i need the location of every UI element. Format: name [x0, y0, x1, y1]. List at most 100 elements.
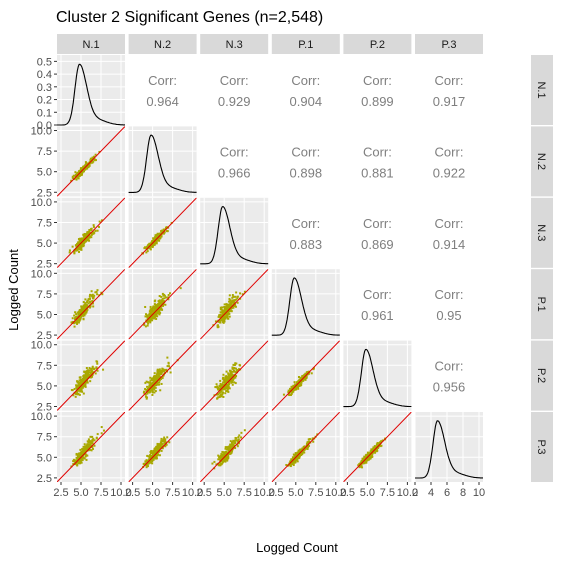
scatter-point — [84, 381, 87, 384]
scatter-point — [76, 172, 79, 175]
scatter-point — [78, 309, 81, 312]
chart-title: Cluster 2 Significant Genes (n=2,548) — [56, 9, 323, 26]
panel-background — [128, 126, 197, 197]
scatter-point — [76, 393, 79, 396]
scatter-point — [223, 454, 226, 457]
x-tick-label: 8 — [460, 487, 466, 499]
scatter-point — [222, 320, 225, 323]
panel — [128, 269, 197, 340]
scatter-point — [145, 396, 148, 399]
scatter-point — [98, 220, 101, 223]
scatter-point — [83, 169, 86, 172]
panel-background — [415, 126, 483, 197]
scatter-point — [237, 438, 240, 441]
scatter-point — [86, 299, 89, 302]
scatter-point — [146, 391, 149, 394]
scatter-point — [291, 457, 294, 460]
scatter-point — [231, 306, 234, 309]
scatter-point — [371, 455, 374, 458]
scatter-point — [379, 441, 382, 444]
identity-line — [57, 412, 125, 482]
scatter-point — [145, 397, 148, 400]
scatter-point — [161, 376, 164, 379]
scatter-point — [227, 390, 230, 393]
scatter-points — [57, 197, 125, 268]
scatter-point — [158, 454, 161, 457]
scatter-point — [295, 458, 298, 461]
scatter-point — [165, 443, 168, 446]
scatter-point — [86, 444, 89, 447]
scatter-point — [75, 390, 78, 393]
scatter-point — [79, 453, 82, 456]
scatter-point — [73, 325, 76, 328]
scatter-point — [149, 385, 152, 388]
y-tick-label: 5.0 — [37, 238, 52, 250]
scatter-point — [228, 297, 231, 300]
corr-label: Corr: — [363, 216, 392, 231]
scatter-point — [163, 297, 166, 300]
panel-background — [343, 269, 412, 340]
scatter-point — [163, 436, 166, 439]
scatter-point — [157, 376, 160, 379]
scatter-point — [228, 383, 231, 386]
scatter-point — [230, 443, 233, 446]
scatter-point — [243, 290, 246, 293]
scatter-point — [83, 303, 86, 306]
scatter-point — [84, 168, 87, 171]
scatter-point — [219, 454, 222, 457]
scatter-point — [72, 460, 75, 463]
scatter-point — [83, 232, 86, 235]
identity-line — [128, 269, 197, 340]
scatter-point — [301, 375, 304, 378]
scatter-point — [230, 310, 233, 313]
scatter-point — [151, 457, 154, 460]
scatter-point — [292, 390, 295, 393]
scatter-point — [74, 177, 77, 180]
scatter-point — [218, 314, 221, 317]
scatter-point — [161, 299, 164, 302]
scatter-point — [228, 377, 231, 380]
strip-background — [531, 197, 553, 268]
scatter-point — [158, 443, 161, 446]
scatter-point — [149, 383, 152, 386]
scatter-point — [225, 387, 228, 390]
scatter-point — [225, 370, 228, 373]
scatter-point — [231, 383, 234, 386]
scatter-point — [370, 448, 373, 451]
scatter-points — [200, 340, 269, 411]
scatter-point — [161, 443, 164, 446]
scatter-point — [158, 310, 161, 313]
scatter-point — [287, 393, 290, 396]
scatter-point — [154, 451, 157, 454]
scatter-point — [81, 378, 84, 381]
scatter-point — [79, 246, 82, 249]
scatter-point — [83, 443, 86, 446]
scatter-point — [225, 314, 228, 317]
scatter-point — [88, 164, 91, 167]
strip-label: P.2 — [535, 368, 547, 383]
scatter-point — [226, 304, 229, 307]
scatter-point — [90, 290, 93, 293]
corr-label: Corr: — [291, 216, 320, 231]
scatter-point — [146, 250, 149, 253]
scatter-point — [76, 322, 79, 325]
scatter-point — [77, 462, 80, 465]
scatter-point — [78, 382, 81, 385]
panel: Corr: 0.95 — [415, 269, 483, 340]
scatter-point — [227, 456, 230, 459]
scatter-point — [150, 450, 153, 453]
scatter-point — [77, 384, 80, 387]
scatter-point — [158, 308, 161, 311]
scatter-point — [145, 459, 148, 462]
scatter-point — [162, 439, 165, 442]
scatter-point — [155, 241, 158, 244]
corr-value: 0.964 — [146, 94, 179, 109]
y-tick-label: 7.5 — [37, 146, 52, 158]
scatter-point — [152, 380, 155, 383]
strip-label: N.3 — [226, 39, 243, 51]
scatter-point — [144, 305, 147, 308]
identity-line — [57, 340, 125, 411]
x-tick-label: 7.5 — [380, 487, 395, 499]
scatter-point — [232, 301, 235, 304]
scatter-point — [88, 440, 91, 443]
